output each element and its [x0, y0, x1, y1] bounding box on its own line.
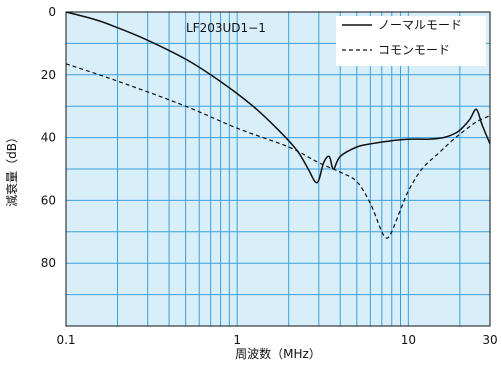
- y-tick-label: 40: [41, 131, 56, 145]
- series-line-common-mode: [65, 63, 491, 239]
- legend-label: コモンモード: [378, 43, 450, 57]
- series-line-normal-mode: [65, 11, 491, 184]
- x-tick-labels: 0.1 1 10 30: [56, 333, 497, 347]
- model-annotation: LF203UD1−1: [186, 21, 266, 35]
- y-axis-label: 減衰量（dB）: [4, 131, 19, 207]
- legend-label: ノーマルモード: [378, 18, 462, 32]
- grid-lines: [65, 12, 491, 326]
- x-tick-label: 1: [233, 333, 241, 347]
- y-tick-label: 0: [48, 5, 56, 19]
- series-lines: [65, 11, 491, 239]
- x-tick-label: 30: [482, 333, 497, 347]
- y-tick-label: 20: [41, 68, 56, 82]
- y-tick-label: 80: [41, 256, 56, 270]
- plot-frame: [65, 11, 491, 327]
- x-tick-label: 0.1: [56, 333, 75, 347]
- x-tick-label: 10: [401, 333, 416, 347]
- y-tick-labels: 0 20 40 60 80: [41, 5, 56, 270]
- x-axis-label: 周波数（MHz）: [235, 346, 321, 361]
- y-tick-label: 60: [41, 193, 56, 207]
